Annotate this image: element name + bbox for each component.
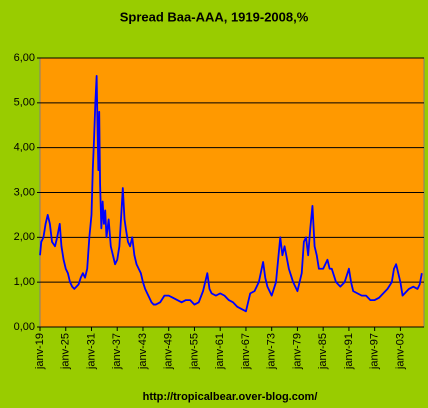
x-tick-label: janv-43	[137, 333, 149, 370]
x-tick-label: janv-37	[111, 333, 123, 370]
x-tick-label: janv-25	[60, 333, 72, 370]
series-line	[39, 75, 423, 313]
y-tick-label: 2,00	[14, 231, 35, 243]
x-tick-label: janv-73	[266, 333, 278, 370]
x-tick-label: janv-19	[34, 333, 46, 370]
y-tick-label: 3,00	[14, 186, 35, 198]
y-tick-label: 6,00	[14, 52, 35, 64]
x-tick-label: janv-67	[240, 333, 252, 370]
chart-title: Spread Baa-AAA, 1919-2008,%	[120, 9, 309, 24]
y-tick-label: 4,00	[14, 142, 35, 154]
x-tick-label: janv-31	[85, 333, 97, 370]
x-tick-label: janv-97	[369, 333, 381, 370]
x-tick-label: janv-55	[188, 333, 200, 370]
x-tick-label: janv-03	[394, 333, 406, 370]
y-tick-label: 5,00	[14, 97, 35, 109]
y-tick-label: 1,00	[14, 276, 35, 288]
x-tick-label: janv-91	[343, 333, 355, 370]
x-tick-label: janv-49	[163, 333, 175, 370]
x-tick-label: janv-79	[291, 333, 303, 370]
y-tick-label: 0,00	[14, 321, 35, 333]
x-tick-label: janv-85	[317, 333, 329, 370]
x-tick-label: janv-61	[214, 333, 226, 370]
footer: http://tropicalbear.over-blog.com/	[143, 391, 318, 403]
